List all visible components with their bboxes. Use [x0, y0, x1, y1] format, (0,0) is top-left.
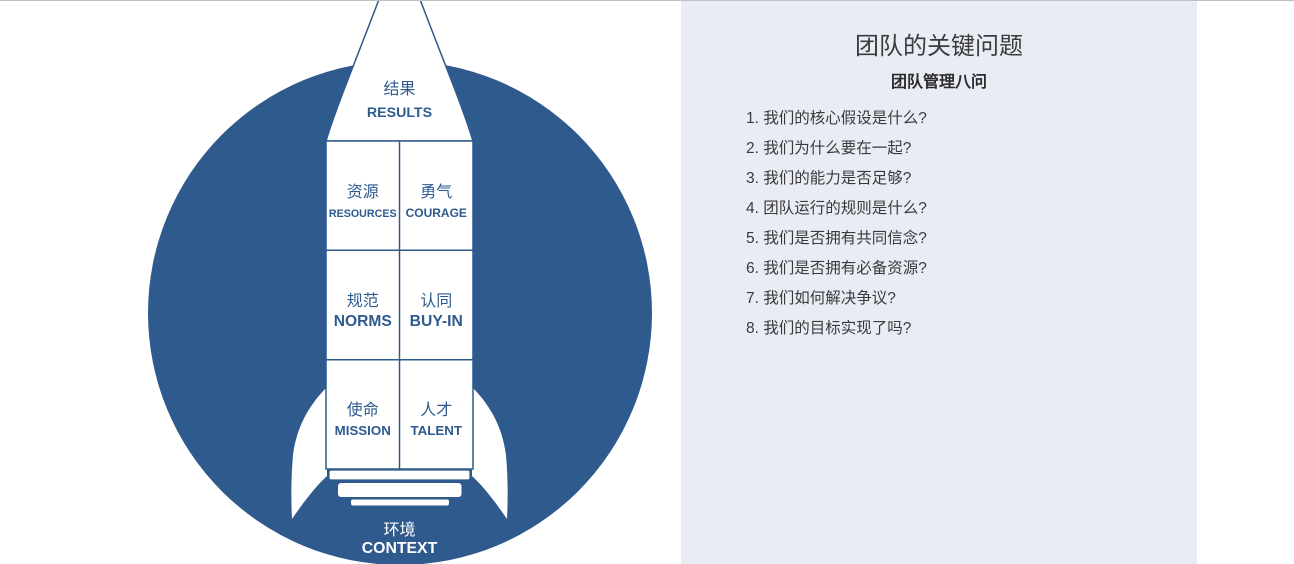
svg-text:CONTEXT: CONTEXT — [362, 540, 438, 557]
svg-text:BUY-IN: BUY-IN — [410, 313, 463, 330]
svg-text:人才: 人才 — [420, 401, 452, 419]
svg-text:RESULTS: RESULTS — [367, 105, 432, 121]
svg-text:认同: 认同 — [420, 292, 452, 310]
svg-text:RESOURCES: RESOURCES — [329, 208, 397, 220]
svg-text:资源: 资源 — [347, 183, 379, 201]
svg-text:使命: 使命 — [347, 401, 379, 419]
svg-text:规范: 规范 — [347, 292, 379, 310]
svg-text:TALENT: TALENT — [411, 423, 462, 438]
svg-text:勇气: 勇气 — [420, 183, 452, 201]
svg-text:NORMS: NORMS — [334, 313, 392, 330]
svg-text:COURAGE: COURAGE — [406, 206, 467, 220]
svg-text:环境: 环境 — [383, 520, 415, 539]
svg-text:结果: 结果 — [383, 80, 415, 98]
svg-text:MISSION: MISSION — [335, 423, 391, 438]
